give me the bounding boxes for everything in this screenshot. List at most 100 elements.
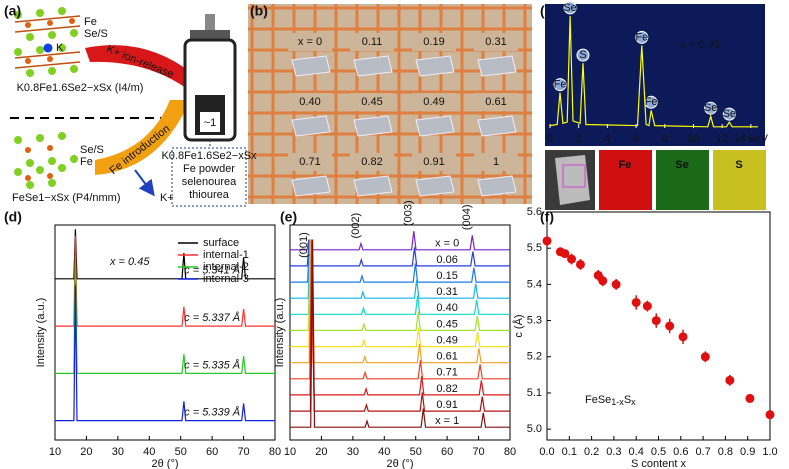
label: FeSe1−xSx (P4/nmm) — [12, 192, 121, 204]
series-label: 0.49 — [436, 334, 457, 346]
series-label: 0.06 — [436, 254, 457, 266]
label: K0.8Fe1.6Se2−xSx (I4/m) — [17, 82, 144, 94]
label: Fe powder — [183, 163, 235, 175]
crystal — [415, 175, 455, 197]
series-label: 0.71 — [436, 367, 457, 379]
x-tick-label: 14 keV — [734, 133, 769, 145]
label: selenourea — [182, 176, 237, 188]
series-line — [290, 239, 510, 299]
x-tick-label: 80 — [269, 446, 281, 458]
crystal-label-bg — [350, 153, 394, 171]
peak-label: (003) — [403, 200, 415, 226]
point — [765, 410, 775, 420]
y-tick-label: 5.2 — [527, 351, 542, 363]
crystal-label: 0.49 — [423, 96, 444, 108]
crystal-label-bg — [412, 153, 456, 171]
x-axis-label: 2θ (°) — [151, 458, 178, 469]
series-label: x = 1 — [435, 415, 459, 427]
series-label: 0.31 — [436, 286, 457, 298]
point — [700, 352, 710, 362]
legend-label: internal-3 — [203, 273, 249, 285]
label: K+ — [160, 192, 174, 204]
x-tick-label: 0.9 — [740, 446, 755, 458]
peak-badge — [635, 30, 649, 44]
series-label: 0.45 — [436, 318, 457, 330]
x-tick-label: 0.3 — [606, 446, 621, 458]
series-line — [290, 239, 510, 412]
x-tick-label: 10 — [49, 446, 61, 458]
crystal-label: 0.40 — [299, 96, 320, 108]
x-tick-label: 10 — [284, 446, 296, 458]
series-line — [290, 239, 510, 267]
label: Fe — [80, 156, 93, 168]
x-tick-label: 0.2 — [584, 446, 599, 458]
legend-label: surface — [203, 237, 239, 249]
crystal-label: 0.31 — [485, 36, 506, 48]
point — [631, 297, 641, 307]
crystal-label: 1 — [493, 156, 499, 168]
point — [611, 279, 621, 289]
x-tick-label: 60 — [206, 446, 218, 458]
y-axis-label: Intensity (a.u.) — [274, 298, 286, 368]
peak-label: (004) — [461, 204, 473, 230]
map-label: Se — [675, 159, 688, 171]
peak-badge — [563, 1, 577, 15]
point — [560, 249, 570, 259]
panel-label: (b) — [250, 3, 268, 19]
fe-atoms — [25, 18, 75, 181]
series-line — [290, 239, 510, 283]
annotation-part: x — [631, 397, 636, 407]
peak-label: Fe — [635, 31, 648, 43]
photo — [248, 4, 532, 204]
label: Se/S — [80, 144, 104, 156]
crystal — [555, 155, 590, 205]
peak-label: Fe — [554, 79, 567, 91]
peak-label: (001) — [298, 232, 310, 258]
x-tick-label: 0 — [547, 133, 553, 145]
legend-label: internal-2 — [203, 261, 249, 273]
crystal-label: 0.82 — [361, 156, 382, 168]
x-tick-label: 50 — [175, 446, 187, 458]
point — [678, 332, 688, 342]
crystal — [477, 175, 517, 197]
peak-badge — [576, 48, 590, 62]
x-tick-label: 2 — [576, 133, 582, 145]
crystal-label-bg — [412, 93, 456, 111]
point — [542, 236, 552, 246]
vessel — [183, 14, 237, 142]
y-axis-label: c (Å) — [512, 314, 525, 337]
x-tick-label: 50 — [410, 446, 422, 458]
fe-map — [599, 150, 652, 210]
crystal-label-bg — [474, 93, 518, 111]
x-tick-label: 30 — [112, 446, 124, 458]
peak-badge — [644, 95, 658, 109]
x-tick-label: 0.8 — [718, 446, 733, 458]
peak-label: S — [579, 49, 586, 61]
crystal-label-bg — [288, 153, 332, 171]
plot-frame — [54, 224, 276, 441]
plot-frame — [546, 211, 771, 441]
series-line — [290, 231, 510, 251]
peak-badge — [722, 107, 736, 121]
point — [567, 254, 577, 264]
label: Fe — [84, 16, 97, 28]
x-axis-label: S content x — [631, 458, 687, 469]
peak-badge — [704, 101, 718, 115]
point — [665, 321, 675, 331]
map-label: Fe — [619, 159, 632, 171]
crystal-label-bg — [350, 93, 394, 111]
label: ~1 — [204, 117, 217, 129]
crystal-label-bg — [474, 153, 518, 171]
plot-frame — [289, 224, 511, 441]
crystal-label: 0.71 — [299, 156, 320, 168]
point — [651, 316, 661, 326]
annotation: x = 0.45 — [679, 39, 720, 51]
annotation-part: FeSe — [585, 394, 611, 406]
crystal-label-bg — [474, 33, 518, 51]
intro-arrow — [95, 100, 190, 175]
crystal-label: x = 0 — [298, 36, 322, 48]
peak-label: Se — [723, 108, 736, 120]
schematic — [10, 7, 247, 207]
series-label: 0.61 — [436, 351, 457, 363]
